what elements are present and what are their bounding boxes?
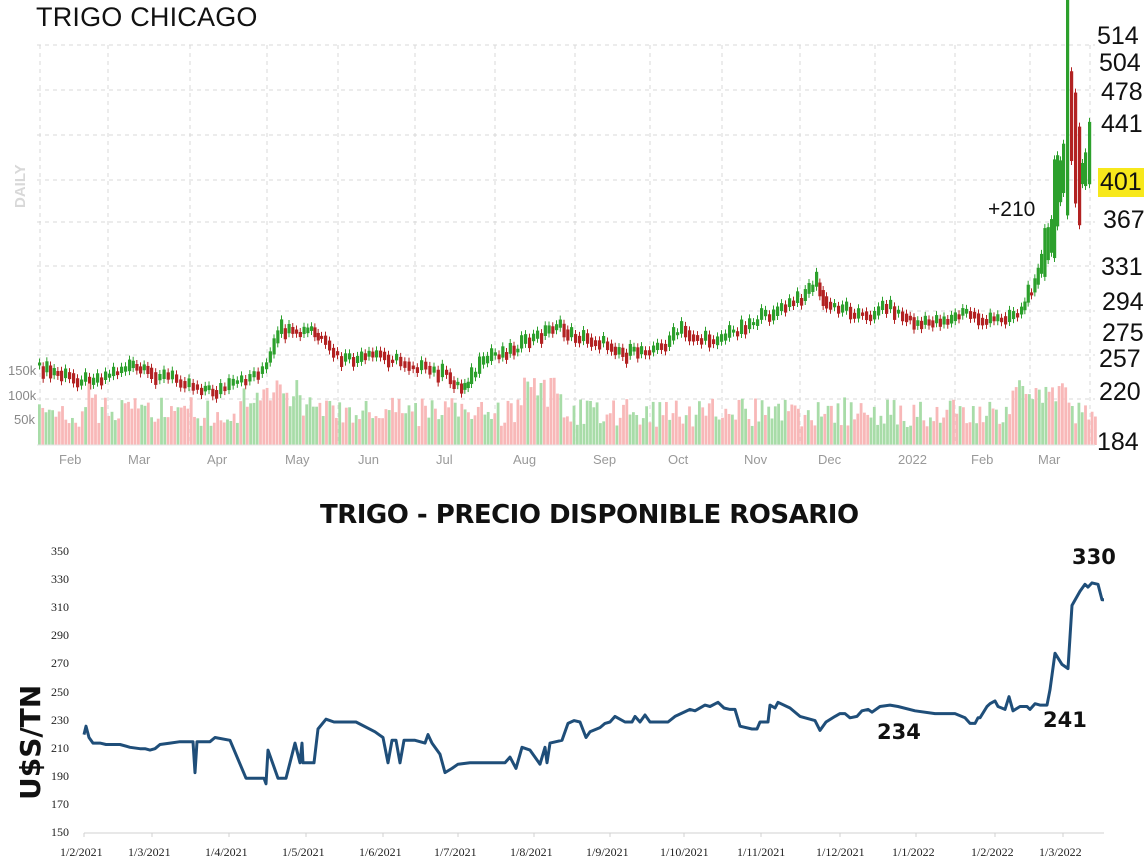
- price-label-275: 275: [1102, 319, 1144, 347]
- volume-label-150k: 150k: [8, 363, 37, 378]
- top-chart-title: TRIGO CHICAGO: [36, 2, 258, 32]
- x-tick-0: 1/2/2021: [60, 845, 103, 859]
- month-label-sep: Sep: [593, 452, 617, 467]
- price-label-514: 514: [1097, 22, 1139, 50]
- x-tick-8: 1/10/2021: [660, 845, 709, 859]
- price-label-367: 367: [1103, 206, 1145, 234]
- price-label-184: 184: [1097, 428, 1139, 456]
- month-label-oct: Oct: [668, 452, 689, 467]
- month-label-may: May: [285, 452, 310, 467]
- annotation-330: 330: [1072, 545, 1116, 569]
- y-tick-350: 350: [51, 544, 69, 558]
- price-label-504: 504: [1099, 49, 1141, 77]
- month-label-feb: Feb: [971, 452, 994, 467]
- y-tick-210: 210: [51, 740, 69, 755]
- y-tick-290: 290: [51, 628, 69, 643]
- month-label-aug: Aug: [513, 452, 537, 467]
- y-tick-190: 190: [51, 768, 69, 783]
- month-label-2022: 2022: [898, 452, 927, 467]
- x-tick-3: 1/5/2021: [282, 845, 325, 859]
- y-tick-170: 170: [51, 796, 69, 811]
- y-tick-330: 330: [51, 572, 69, 587]
- month-label-jun: Jun: [358, 452, 379, 467]
- annotation-234: 234: [877, 720, 921, 744]
- x-tick-7: 1/9/2021: [586, 845, 629, 859]
- bottom-y-axis-label: U$S/TN: [14, 684, 47, 800]
- month-label-jul: Jul: [436, 452, 453, 467]
- x-tick-6: 1/8/2021: [510, 845, 553, 859]
- volume-label-100k: 100k: [8, 388, 37, 403]
- x-tick-11: 1/1/2022: [892, 845, 935, 859]
- price-label-441: 441: [1101, 110, 1143, 138]
- x-tick-5: 1/7/2021: [434, 845, 477, 859]
- x-tick-13: 1/3/2022: [1039, 845, 1082, 859]
- month-label-mar: Mar: [128, 452, 151, 467]
- month-label-mar: Mar: [1038, 452, 1061, 467]
- month-label-apr: Apr: [207, 452, 228, 467]
- x-tick-4: 1/6/2021: [359, 845, 402, 859]
- x-tick-2: 1/4/2021: [205, 845, 248, 859]
- change-annotation: +210: [988, 198, 1036, 221]
- x-tick-10: 1/12/2021: [816, 845, 865, 859]
- x-tick-12: 1/2/2022: [971, 845, 1014, 859]
- month-label-nov: Nov: [744, 452, 768, 467]
- price-label-401: 401: [1098, 168, 1144, 197]
- candlestick-chart: [37, 0, 1097, 446]
- x-tick-1: 1/3/2021: [128, 845, 171, 859]
- y-tick-310: 310: [51, 600, 69, 615]
- month-label-feb: Feb: [59, 452, 82, 467]
- bottom-chart-title: TRIGO - PRECIO DISPONIBLE ROSARIO: [320, 500, 859, 530]
- price-label-478: 478: [1101, 78, 1143, 106]
- month-label-dec: Dec: [818, 452, 842, 467]
- annotation-241: 241: [1043, 708, 1087, 732]
- y-tick-150: 150: [51, 825, 69, 839]
- volume-label-50k: 50k: [14, 412, 35, 427]
- price-label-331: 331: [1101, 253, 1143, 281]
- x-tick-9: 1/11/2021: [737, 845, 786, 859]
- y-tick-270: 270: [51, 656, 69, 671]
- y-tick-250: 250: [51, 684, 69, 699]
- price-label-294: 294: [1102, 288, 1144, 316]
- price-label-220: 220: [1099, 378, 1141, 406]
- y-tick-230: 230: [51, 712, 69, 727]
- price-label-257: 257: [1099, 345, 1141, 373]
